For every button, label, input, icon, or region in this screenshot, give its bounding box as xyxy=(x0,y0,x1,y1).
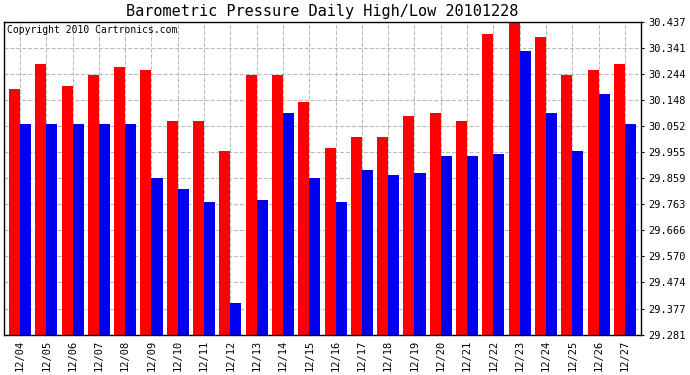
Bar xyxy=(351,137,362,335)
Bar xyxy=(298,102,309,335)
Bar xyxy=(193,121,204,335)
Bar xyxy=(493,154,504,335)
Bar xyxy=(246,75,257,335)
Bar xyxy=(377,137,388,335)
Bar xyxy=(415,172,426,335)
Bar xyxy=(257,200,268,335)
Bar xyxy=(125,124,136,335)
Title: Barometric Pressure Daily High/Low 20101228: Barometric Pressure Daily High/Low 20101… xyxy=(126,4,519,19)
Bar xyxy=(588,70,599,335)
Bar xyxy=(362,170,373,335)
Bar xyxy=(509,18,520,335)
Bar xyxy=(272,75,283,335)
Bar xyxy=(99,124,110,335)
Bar xyxy=(219,151,230,335)
Bar xyxy=(441,156,452,335)
Text: Copyright 2010 Cartronics.com: Copyright 2010 Cartronics.com xyxy=(8,25,178,35)
Bar xyxy=(9,88,20,335)
Bar xyxy=(88,75,99,335)
Bar xyxy=(178,189,189,335)
Bar xyxy=(561,75,572,335)
Bar xyxy=(614,64,625,335)
Bar xyxy=(546,113,557,335)
Bar xyxy=(599,94,610,335)
Bar xyxy=(456,121,467,335)
Bar xyxy=(482,34,493,335)
Bar xyxy=(230,303,241,335)
Bar xyxy=(324,148,335,335)
Bar xyxy=(430,113,441,335)
Bar xyxy=(335,202,346,335)
Bar xyxy=(35,64,46,335)
Bar xyxy=(204,202,215,335)
Bar xyxy=(141,70,152,335)
Bar xyxy=(309,178,320,335)
Bar xyxy=(72,124,83,335)
Bar xyxy=(572,151,583,335)
Bar xyxy=(388,175,400,335)
Bar xyxy=(625,124,636,335)
Bar xyxy=(114,67,125,335)
Bar xyxy=(46,124,57,335)
Bar xyxy=(167,121,178,335)
Bar xyxy=(535,37,546,335)
Bar xyxy=(152,178,163,335)
Bar xyxy=(283,113,294,335)
Bar xyxy=(404,116,415,335)
Bar xyxy=(520,51,531,335)
Bar xyxy=(20,124,31,335)
Bar xyxy=(467,156,478,335)
Bar xyxy=(61,86,72,335)
